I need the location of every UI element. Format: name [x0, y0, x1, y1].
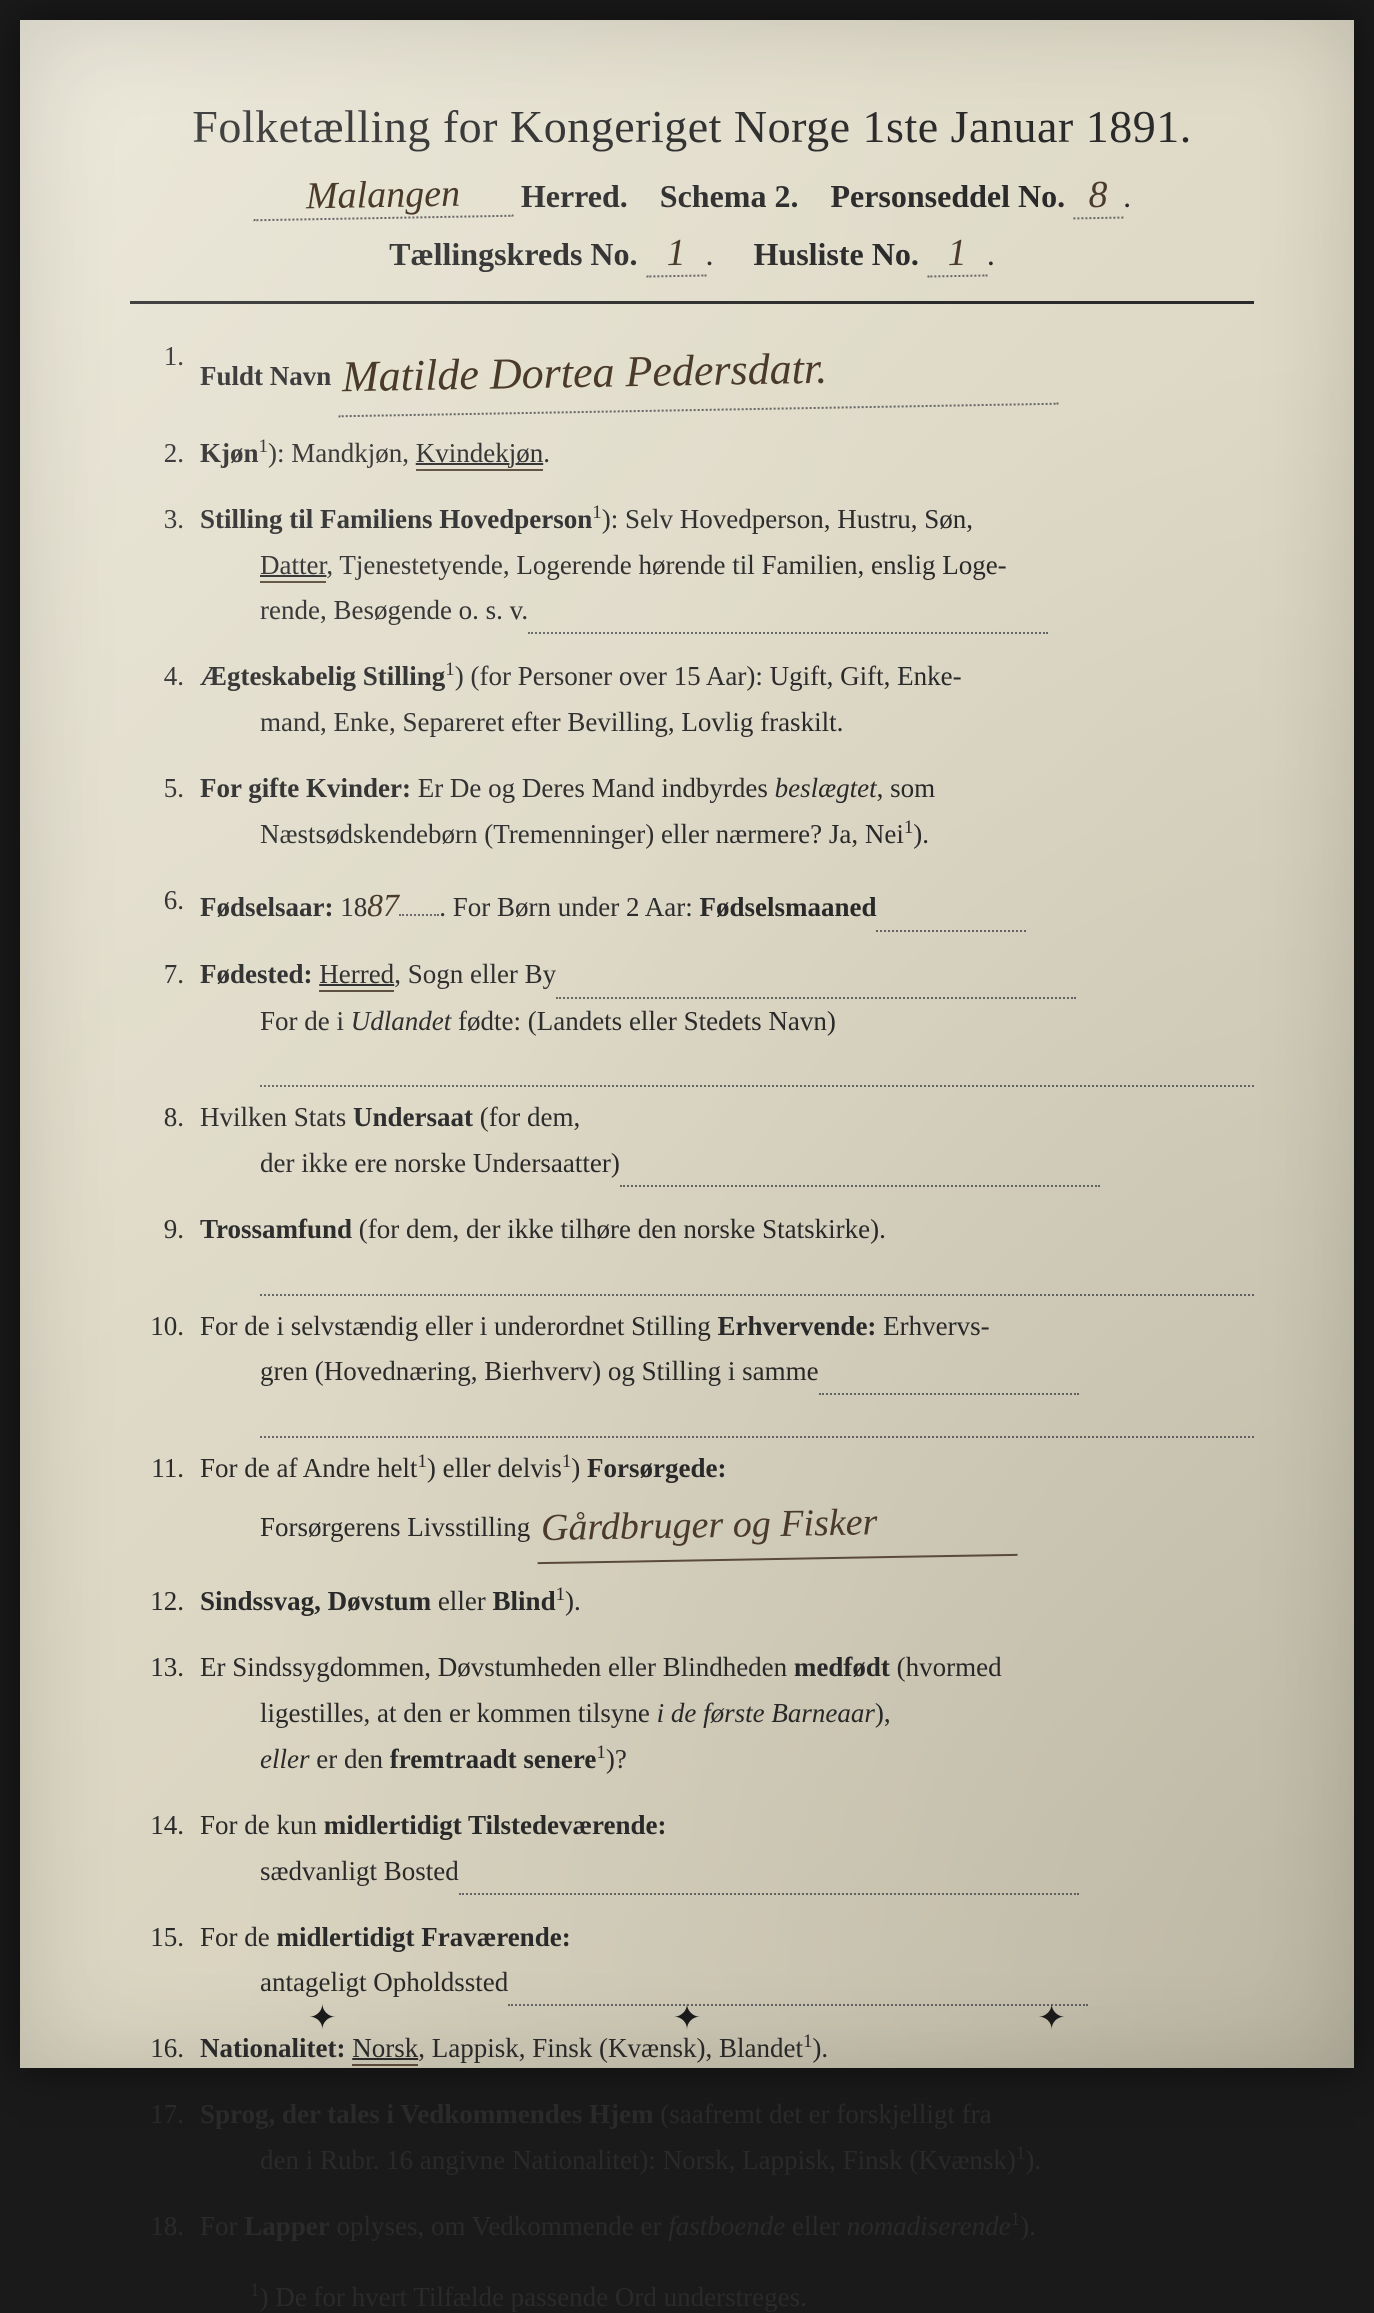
- header-divider: [130, 301, 1254, 304]
- entry-11: 11. For de af Andre helt1) eller delvis1…: [140, 1446, 1254, 1559]
- entry-1: 1. Fuldt Navn Matilde Dortea Pedersdatr.: [140, 334, 1254, 411]
- entry-4: 4. Ægteskabelig Stilling1) (for Personer…: [140, 654, 1254, 746]
- entry-6: 6. Fødselsaar: 1887. For Børn under 2 Aa…: [140, 878, 1254, 932]
- birth-year-hw: 87: [367, 878, 400, 933]
- entry-14: 14. For de kun midlertidigt Tilstedevære…: [140, 1803, 1254, 1895]
- entry-num: 13.: [140, 1645, 200, 1783]
- entry-label: Trossamfund: [200, 1214, 352, 1244]
- personseddel-no: 8: [1073, 173, 1124, 220]
- husliste-no: 1: [926, 230, 987, 277]
- entry-12: 12. Sindssvag, Døvstum eller Blind1).: [140, 1579, 1254, 1625]
- personseddel-label: Personseddel No.: [830, 178, 1065, 214]
- entry-num: 1.: [140, 334, 200, 411]
- dotted-blank-line: [260, 1273, 1254, 1295]
- birthplace-selected: Herred: [319, 959, 394, 992]
- entry-num: 8.: [140, 1095, 200, 1187]
- kreds-no: 1: [645, 230, 706, 277]
- entry-label: Kjøn: [200, 438, 259, 468]
- mark-icon: ✦: [1037, 1998, 1066, 2038]
- entry-13: 13. Er Sindssygdommen, Døvstumheden elle…: [140, 1645, 1254, 1783]
- entry-label: Fødselsaar:: [200, 892, 333, 922]
- entry-num: 2.: [140, 431, 200, 477]
- schema-label: Schema 2.: [660, 178, 799, 214]
- entry-num: 15.: [140, 1915, 200, 2007]
- full-name-value: Matilde Dortea Pedersdatr.: [337, 328, 1058, 417]
- entries-list: 1. Fuldt Navn Matilde Dortea Pedersdatr.…: [130, 334, 1254, 2250]
- subtitle-row-2: Tællingskreds No. 1. Husliste No. 1.: [130, 231, 1254, 277]
- husliste-label: Husliste No.: [754, 236, 919, 272]
- entry-9: 9. Trossamfund (for dem, der ikke tilhør…: [140, 1207, 1254, 1253]
- entry-num: 12.: [140, 1579, 200, 1625]
- entry-15: 15. For de midlertidigt Fraværende: anta…: [140, 1915, 1254, 2007]
- entry-10: 10. For de i selvstændig eller i underor…: [140, 1304, 1254, 1396]
- page-title: Folketælling for Kongeriget Norge 1ste J…: [130, 100, 1254, 153]
- entry-num: 5.: [140, 766, 200, 858]
- provider-occupation-hw: Gårdbruger og Fisker: [536, 1487, 1017, 1563]
- entry-7: 7. Fødested: Herred, Sogn eller By For d…: [140, 952, 1254, 1045]
- entry-num: 11.: [140, 1446, 200, 1559]
- entry-num: 14.: [140, 1803, 200, 1895]
- mark-icon: ✦: [308, 1998, 337, 2038]
- entry-num: 10.: [140, 1304, 200, 1396]
- entry-5: 5. For gifte Kvinder: Er De og Deres Man…: [140, 766, 1254, 858]
- entry-8: 8. Hvilken Stats Undersaat (for dem, der…: [140, 1095, 1254, 1187]
- footnote: 1) De for hvert Tilfælde passende Ord un…: [130, 2280, 1254, 2313]
- subtitle-row-1: Malangen Herred. Schema 2. Personseddel …: [130, 173, 1254, 219]
- entry-num: 9.: [140, 1207, 200, 1253]
- entry-label: Fødested:: [200, 959, 312, 989]
- entry-label: For gifte Kvinder:: [200, 773, 411, 803]
- entry-num: 17.: [140, 2092, 200, 2184]
- entry-17: 17. Sprog, der tales i Vedkommendes Hjem…: [140, 2092, 1254, 2184]
- entry-num: 6.: [140, 878, 200, 932]
- entry-3: 3. Stilling til Familiens Hovedperson1):…: [140, 497, 1254, 635]
- entry-label: Fuldt Navn: [200, 361, 331, 391]
- entry-2: 2. Kjøn1): Mandkjøn, Kvindekjøn.: [140, 431, 1254, 477]
- entry-label: Ægteskabelig Stilling: [200, 661, 445, 691]
- dotted-blank-line: [260, 1065, 1254, 1087]
- mark-icon: ✦: [673, 1998, 702, 2038]
- herred-handwritten: Malangen: [252, 171, 513, 222]
- entry-num: 3.: [140, 497, 200, 635]
- kreds-label: Tællingskreds No.: [389, 236, 637, 272]
- herred-label: Herred.: [521, 178, 628, 214]
- entry-18: 18. For Lapper oplyses, om Vedkommende e…: [140, 2204, 1254, 2250]
- entry-label: Stilling til Familiens Hovedperson: [200, 504, 592, 534]
- selected-relation: Datter: [260, 550, 326, 583]
- dotted-blank-line: [260, 1415, 1254, 1437]
- nationality-selected: Norsk: [352, 2033, 418, 2066]
- entry-num: 18.: [140, 2204, 200, 2250]
- entry-num: 7.: [140, 952, 200, 1045]
- entry-num: 4.: [140, 654, 200, 746]
- census-form-page: Folketælling for Kongeriget Norge 1ste J…: [20, 20, 1354, 2068]
- selected-sex: Kvindekjøn: [416, 438, 544, 471]
- punch-marks: ✦ ✦ ✦: [20, 1998, 1354, 2038]
